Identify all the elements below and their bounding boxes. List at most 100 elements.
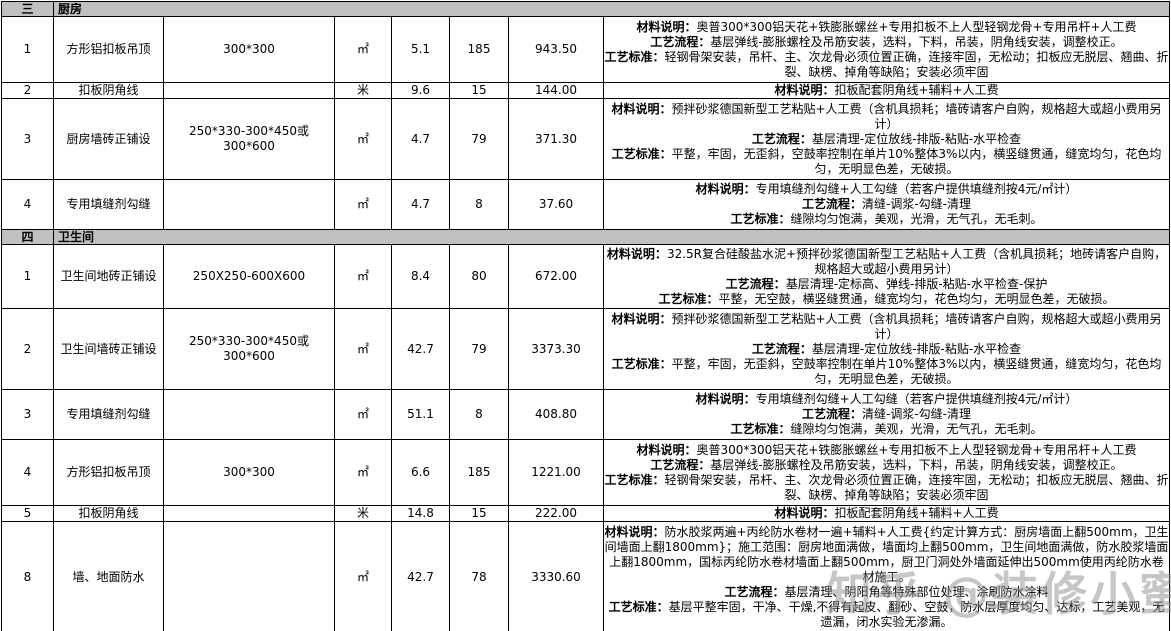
unit-cell: ㎡ (334, 308, 392, 390)
description-paragraph: 工艺标准：缝隙均匀饱满，美观，光滑，无气孔，无毛刺。 (605, 212, 1169, 227)
description-paragraph: 工艺标准：平整，牢固，无歪斜，空鼓率控制在单片10%整体3%以内，横竖缝贯通，缝… (605, 357, 1169, 387)
description-cell: 材料说明：专用填缝剂勾缝+人工勾缝（若客户提供填缝剂按4元/㎡计） 工艺流程：清缝… (602, 389, 1171, 440)
desc-text: 缝隙均匀饱满，美观，光滑，无气孔，无毛刺。 (790, 212, 1043, 226)
section-header-row: 四卫生间 (1, 229, 1171, 245)
amount-cell: 222.00 (508, 505, 604, 522)
row-number-cell: 5 (1, 505, 54, 522)
row-number-cell: 1 (1, 244, 54, 309)
desc-text: 奥普300*300铝天花+铁膨胀螺丝+专用扣板不上人型轻钢龙骨+专用吊杆+人工费 (696, 19, 1137, 34)
amount-cell: 3373.30 (508, 308, 604, 390)
amount-cell: 943.50 (508, 16, 604, 83)
table-row: 3 厨房墙砖正铺设 250*330-300*450或300*600 ㎡ 4.7 79 371… (1, 98, 1171, 180)
item-name-cell: 方形铝扣板吊顶 (53, 439, 164, 506)
desc-label: 材料说明： (695, 392, 756, 406)
table-row: 5 扣板阴角线米 14.8 15 222.00 材料说明：扣板配套阴角线+辅料+人工费 (1, 505, 1171, 522)
description-paragraph: 工艺标准：基层平整牢固，干净、干燥,不得有起皮、翻砂、空鼓，防水层厚度均匀、达标… (605, 600, 1169, 630)
row-number-cell: 1 (1, 16, 54, 83)
unit-cell: 米 (334, 82, 392, 99)
spec-cell (163, 82, 335, 99)
table-row: 1 方形铝扣板吊顶 300*300 ㎡ 5.1 185 943.50 材料说明：奥普300*3… (1, 16, 1171, 83)
description-paragraph: 工艺标准：轻钢骨架安装，吊杆、主、次龙骨必须位置正确，连接牢固，无松动；扣板应无… (605, 473, 1169, 503)
description-paragraph: 材料说明：专用填缝剂勾缝+人工勾缝（若客户提供填缝剂按4元/㎡计） (605, 182, 1169, 197)
spec-cell (163, 389, 335, 440)
amount-cell: 3330.60 (508, 521, 604, 631)
description-paragraph: 材料说明：预拌砂浆德国新型工艺粘贴+人工费（含机具损耗；墙砖请客户自购，规格超大… (605, 101, 1169, 132)
desc-label: 工艺标准： (658, 291, 719, 306)
desc-text: 防水胶浆两遍+丙纶防水卷材一遍+辅料+人工费{约定计算方式：厨房墙面上翻500m… (604, 525, 1169, 584)
unit-cell: 米 (334, 505, 392, 522)
unit-price-cell: 79 (449, 308, 509, 390)
desc-text: 预拌砂浆德国新型工艺粘贴+人工费（含机具损耗；墙砖请客户自购，规格超大或超小费用… (671, 101, 1162, 131)
item-name-cell: 专用填缝剂勾缝 (53, 389, 164, 440)
item-name-cell: 卫生间墙砖正铺设 (53, 308, 164, 390)
section-header-row: 三厨房 (1, 1, 1171, 17)
desc-label: 工艺流程： (751, 131, 812, 146)
spec-cell: 300*300 (163, 439, 335, 506)
item-name-cell: 墙、地面防水 (53, 521, 164, 631)
desc-label: 材料说明： (774, 506, 835, 521)
section-index-cell: 四 (1, 229, 54, 245)
unit-cell: ㎡ (334, 521, 392, 631)
unit-price-cell: 15 (449, 82, 509, 99)
item-name-cell: 厨房墙砖正铺设 (53, 98, 164, 180)
unit-price-cell: 80 (449, 244, 509, 309)
quantity-cell: 14.8 (391, 505, 450, 522)
unit-price-cell: 78 (449, 521, 509, 631)
desc-text: 清缝-调浆-勾缝-清理 (862, 407, 972, 421)
amount-cell: 371.30 (508, 98, 604, 180)
description-cell: 材料说明：专用填缝剂勾缝+人工勾缝（若客户提供填缝剂按4元/㎡计） 工艺流程：清缝… (602, 179, 1171, 230)
desc-text: 基层清理-定位放线-排版-粘贴-水平检查 (811, 131, 1022, 146)
spec-cell (163, 179, 335, 230)
quantity-cell: 42.7 (391, 521, 450, 631)
quantity-cell: 51.1 (391, 389, 450, 440)
desc-text: 基层清理-定位放线-排版-粘贴-水平检查 (811, 341, 1022, 356)
table-row: 1 卫生间地砖正铺设 250X250-600X600 ㎡ 8.4 80 672.00 材料说明… (1, 244, 1171, 309)
desc-text: 扣板配套阴角线+辅料+人工费 (834, 506, 999, 521)
desc-text: 基层清理-定标高、弹线-排版-粘贴-水平检查-保护 (785, 276, 1048, 291)
table-row: 2 卫生间墙砖正铺设 250*330-300*450或300*600 ㎡ 42.7 79 3… (1, 308, 1171, 390)
description-paragraph: 材料说明：扣板配套阴角线+辅料+人工费 (605, 83, 1169, 98)
item-name-cell: 扣板阴角线 (53, 82, 164, 99)
desc-label: 材料说明： (606, 246, 667, 261)
description-paragraph: 工艺流程：清缝-调浆-勾缝-清理 (605, 197, 1169, 212)
description-cell: 材料说明：32.5R复合硅酸盐水泥+预拌砂浆德国新型工艺粘贴+人工费（含机具损耗… (602, 244, 1171, 309)
description-paragraph: 材料说明：预拌砂浆德国新型工艺粘贴+人工费（含机具损耗；墙砖请客户自购，规格超大… (605, 311, 1169, 342)
desc-text: 清缝-调浆-勾缝-清理 (862, 197, 972, 211)
desc-label: 工艺流程： (802, 197, 863, 211)
unit-price-cell: 185 (449, 439, 509, 506)
desc-label: 工艺标准： (604, 49, 665, 64)
unit-price-cell: 8 (449, 179, 509, 230)
description-paragraph: 工艺标准：缝隙均匀饱满，美观，光滑，无气孔，无毛刺。 (605, 422, 1169, 437)
desc-text: 专用填缝剂勾缝+人工勾缝（若客户提供填缝剂按4元/㎡计） (755, 392, 1078, 406)
desc-text: 32.5R复合硅酸盐水泥+预拌砂浆德国新型工艺粘贴+人工费（含机具损耗；地砖请客… (666, 246, 1167, 276)
desc-text: 扣板配套阴角线+辅料+人工费 (834, 83, 999, 98)
desc-text: 预拌砂浆德国新型工艺粘贴+人工费（含机具损耗；墙砖请客户自购，规格超大或超小费用… (671, 311, 1162, 341)
desc-label: 材料说明： (774, 83, 835, 98)
amount-cell: 672.00 (508, 244, 604, 309)
quantity-cell: 5.1 (391, 16, 450, 83)
quantity-cell: 8.4 (391, 244, 450, 309)
desc-label: 工艺流程： (650, 457, 711, 472)
desc-text: 轻钢骨架安装，吊杆、主、次龙骨必须位置正确，连接牢固，无松动；扣板应无脱层、翘曲… (664, 49, 1169, 79)
description-paragraph: 工艺标准：轻钢骨架安装，吊杆、主、次龙骨必须位置正确，连接牢固，无松动；扣板应无… (604, 49, 1169, 80)
desc-label: 工艺标准： (611, 146, 672, 161)
description-paragraph: 材料说明：专用填缝剂勾缝+人工勾缝（若客户提供填缝剂按4元/㎡计） (605, 392, 1169, 407)
amount-cell: 37.60 (508, 179, 604, 230)
description-cell: 材料说明：奥普300*300铝天花+铁膨胀螺丝+专用扣板不上人型轻钢龙骨+专用吊… (602, 16, 1171, 83)
description-paragraph: 工艺标准：平整，牢固，无歪斜，空鼓率控制在单片10%整体3%以内，横竖缝贯通，缝… (605, 146, 1169, 177)
desc-text: 奥普300*300铝天花+铁膨胀螺丝+专用扣板不上人型轻钢龙骨+专用吊杆+人工费 (696, 442, 1137, 457)
description-paragraph: 工艺流程：基层清理-定位放线-排版-粘贴-水平检查 (605, 341, 1169, 357)
row-number-cell: 2 (1, 82, 54, 99)
desc-label: 材料说明： (604, 525, 665, 539)
description-cell: 材料说明：预拌砂浆德国新型工艺粘贴+人工费（含机具损耗；墙砖请客户自购，规格超大… (602, 308, 1171, 390)
desc-label: 工艺标准： (730, 212, 791, 226)
description-paragraph: 工艺流程：基层弹线-膨胀螺栓及吊筋安装，选料，下料，吊装，阴角线安装，调整校正。 (605, 34, 1169, 50)
desc-text: 基层弹线-膨胀螺栓及吊筋安装，选料，下料，吊装，阴角线安装，调整校正。 (710, 34, 1123, 49)
section-title-cell: 厨房 (52, 1, 1171, 17)
description-cell: 材料说明：奥普300*300铝天花+铁膨胀螺丝+专用扣板不上人型轻钢龙骨+专用吊… (602, 439, 1171, 506)
quantity-cell: 9.6 (391, 82, 450, 99)
amount-cell: 1221.00 (508, 439, 604, 506)
